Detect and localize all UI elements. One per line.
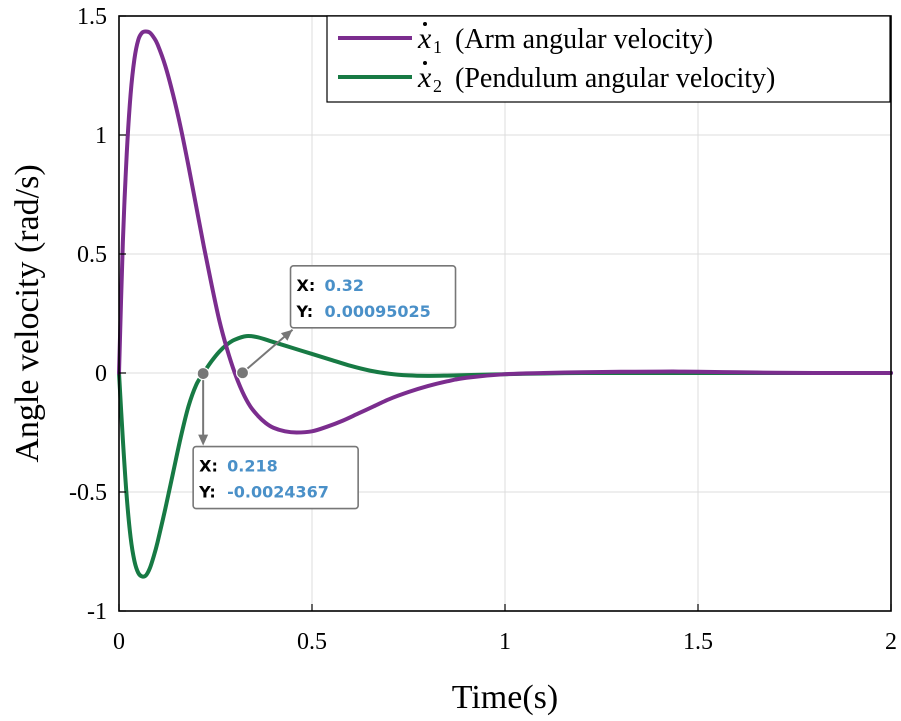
datatip-y-value: -0.0024367 [227,483,329,502]
legend-label-pendulum: (Pendulum angular velocity) [455,63,775,94]
datatip-arm[interactable]: X: 0.32 Y: 0.00095025 [235,264,457,380]
datatip-box [289,264,457,329]
x-tick-label: 1.5 [683,629,713,655]
legend-entry-arm: x 1 (Arm angular velocity) [338,22,713,57]
datatip-x-value: 0.218 [227,457,278,476]
series-line-arm [117,29,893,435]
legend-label-arm: (Arm angular velocity) [455,24,713,55]
datatip-x-key: X: [297,276,316,295]
datatip-arrow [280,329,293,341]
legend-box [326,15,891,103]
y-tick-label: -1 [87,599,107,625]
datatip-x-value: 0.32 [325,276,364,295]
y-tick-label: 0.5 [77,242,107,268]
datatip-x-key: X: [199,457,218,476]
y-tick-label: 1.5 [77,4,107,30]
legend-symbol-arm: x [417,22,432,55]
legend-dot-pendulum [423,61,427,65]
x-axis-label: Time(s) [452,679,558,716]
x-tick-label: 2 [885,629,897,655]
datatip-box [192,445,359,510]
legend-entry-pendulum: x 2 (Pendulum angular velocity) [338,61,775,96]
x-tick-label: 0.5 [297,629,327,655]
datatip-y-value: 0.00095025 [325,302,431,321]
legend-dot-arm [423,22,427,26]
legend-subscript-pendulum: 2 [433,76,442,96]
datatip-marker[interactable] [196,366,210,381]
y-axis-label: Angle velocity (rad/s) [9,164,46,462]
axis-ticks: 0 0.5 1 1.5 2 -1 -0.5 0 0.5 1 1.5 [69,4,897,655]
datatip-y-key: Y: [296,302,314,321]
y-tick-label: 0 [95,361,107,387]
series-group [117,29,893,579]
legend: x 1 (Arm angular velocity) x 2 (Pendulum… [326,15,891,103]
x-tick-label: 0 [113,629,125,655]
legend-symbol-pendulum: x [417,61,432,94]
datatip-pendulum[interactable]: X: 0.218 Y: -0.0024367 [192,366,359,510]
datatip-group: X: 0.218 Y: -0.0024367 X: 0.32 Y: 0.00095025 [192,264,457,510]
y-tick-label: -0.5 [69,480,107,506]
datatip-y-key: Y: [198,483,216,502]
datatip-marker[interactable] [235,366,250,380]
legend-subscript-arm: 1 [433,37,442,57]
x-tick-label: 1 [499,629,511,655]
y-tick-label: 1 [95,123,107,149]
datatip-arrow [198,434,209,446]
